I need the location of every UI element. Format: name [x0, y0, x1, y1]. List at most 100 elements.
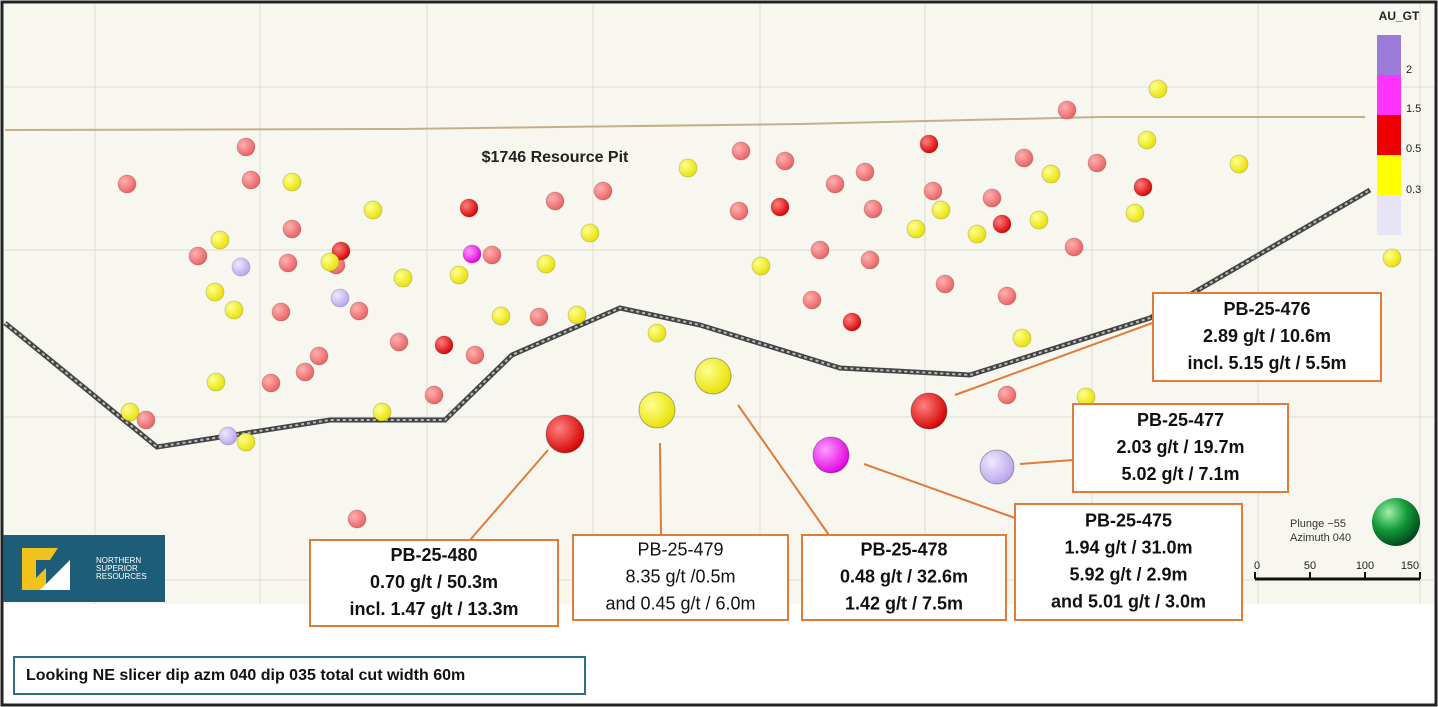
- drill-intercept: [236, 432, 256, 452]
- callout-text: 2.89 g/t / 10.6m: [1203, 326, 1331, 346]
- drill-intercept: [120, 402, 140, 422]
- legend-label: 0.3: [1406, 184, 1421, 196]
- drill-intercept: [330, 288, 350, 308]
- callout-text: 1.94 g/t / 31.0m: [1064, 537, 1192, 557]
- drill-intercept: [802, 290, 822, 310]
- highlight-intercept: [545, 414, 585, 454]
- highlight-intercept: [910, 392, 948, 430]
- drill-intercept: [372, 402, 392, 422]
- leader-line: [469, 449, 549, 541]
- drill-intercept: [1012, 328, 1032, 348]
- pit-outline: [4, 116, 1365, 131]
- leader-line: [659, 442, 662, 536]
- drill-intercept: [459, 198, 479, 218]
- drill-intercept: [825, 174, 845, 194]
- drill-intercept: [1137, 130, 1157, 150]
- drill-intercept: [210, 230, 230, 250]
- callout-text: 0.70 g/t / 50.3m: [370, 572, 498, 592]
- drill-intercept: [347, 509, 367, 529]
- leader-line: [737, 404, 830, 536]
- caption-box: [13, 656, 586, 695]
- callout-box: [309, 539, 559, 627]
- leader-line: [954, 321, 1156, 396]
- drill-intercept: [1087, 153, 1107, 173]
- drill-intercept: [545, 191, 565, 211]
- highlight-intercept: [694, 357, 732, 395]
- drill-intercept: [678, 158, 698, 178]
- drill-intercept: [462, 244, 482, 264]
- callout-box: [1152, 292, 1382, 382]
- callout-text: 5.92 g/t / 2.9m: [1069, 564, 1187, 584]
- legend-title: AU_GT: [1379, 9, 1420, 23]
- drill-intercept: [282, 219, 302, 239]
- callout-text: 1.42 g/t / 7.5m: [845, 593, 963, 613]
- drill-intercept: [923, 181, 943, 201]
- callout-title: PB-25-475: [1085, 510, 1172, 530]
- drill-intercept: [1064, 237, 1084, 257]
- scale-label: 100: [1356, 560, 1374, 572]
- drill-intercept: [465, 345, 485, 365]
- callout-title: PB-25-477: [1137, 410, 1224, 430]
- callouts: PB-25-476 2.89 g/t / 10.6m incl. 5.15 g/t …: [309, 292, 1382, 627]
- callout-title: PB-25-479: [637, 539, 723, 559]
- logo-mark: [40, 560, 70, 590]
- drill-intercept: [593, 181, 613, 201]
- drill-intercept: [218, 426, 238, 446]
- drill-intercept: [536, 254, 556, 274]
- callout-text: incl. 1.47 g/t / 13.3m: [349, 599, 518, 619]
- surface-line-dash: [4, 189, 1371, 449]
- drill-intercept: [491, 306, 511, 326]
- callout-text: 2.03 g/t / 19.7m: [1116, 437, 1244, 457]
- logo-text: RESOURCES: [96, 572, 147, 581]
- logo-text: NORTHERN: [96, 556, 141, 565]
- drill-intercept: [810, 240, 830, 260]
- legend-label: 1.5: [1406, 103, 1421, 115]
- orientation-text: Plunge −55: [1290, 518, 1346, 530]
- caption: Looking NE slicer dip azm 040 dip 035 to…: [26, 667, 465, 684]
- legend-label: 2: [1406, 64, 1412, 76]
- drill-intercept: [1382, 248, 1402, 268]
- drill-intercept: [231, 257, 251, 277]
- callout-title: PB-25-480: [390, 545, 477, 565]
- drill-intercept: [919, 134, 939, 154]
- drill-intercept: [1229, 154, 1249, 174]
- drill-intercept: [855, 162, 875, 182]
- drill-intercept: [567, 305, 587, 325]
- drill-intercept: [1029, 210, 1049, 230]
- drill-intercept: [751, 256, 771, 276]
- scale-label: 0: [1254, 560, 1260, 572]
- callout-text: and 5.01 g/t / 3.0m: [1051, 591, 1206, 611]
- drill-intercept: [580, 223, 600, 243]
- drill-intercepts: [117, 79, 1402, 529]
- callout-text: 5.02 g/t / 7.1m: [1121, 464, 1239, 484]
- drill-intercept: [136, 410, 156, 430]
- drill-intercept: [449, 265, 469, 285]
- drill-intercept: [729, 201, 749, 221]
- orientation-text: Azimuth 040: [1290, 532, 1351, 544]
- drill-intercept: [389, 332, 409, 352]
- drill-intercept: [363, 200, 383, 220]
- pit-label: $1746 Resource Pit: [482, 149, 629, 166]
- drill-intercept: [992, 214, 1012, 234]
- drill-intercept: [331, 241, 351, 261]
- drill-intercept: [931, 200, 951, 220]
- highlight-intercept: [812, 436, 850, 474]
- callout-text: 0.48 g/t / 32.6m: [840, 566, 968, 586]
- drill-intercept: [1014, 148, 1034, 168]
- drill-intercept: [906, 219, 926, 239]
- drill-intercept: [935, 274, 955, 294]
- logo-mark: [22, 548, 58, 590]
- scale-label: 50: [1304, 560, 1316, 572]
- drill-intercept: [309, 346, 329, 366]
- drill-intercept: [482, 245, 502, 265]
- drill-intercept: [770, 197, 790, 217]
- callout-text: and 0.45 g/t / 6.0m: [605, 593, 755, 613]
- drill-intercept: [842, 312, 862, 332]
- callout-title: PB-25-478: [860, 539, 947, 559]
- drill-intercept: [188, 246, 208, 266]
- drill-intercept: [1057, 100, 1077, 120]
- leader-line: [1019, 459, 1074, 465]
- drill-intercept: [863, 199, 883, 219]
- drill-intercept: [731, 141, 751, 161]
